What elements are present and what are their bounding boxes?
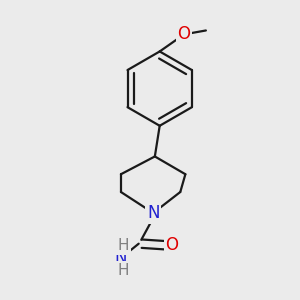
Text: H: H (118, 263, 129, 278)
Text: N: N (115, 249, 127, 267)
Text: N: N (147, 204, 160, 222)
Text: O: O (177, 25, 190, 43)
Text: O: O (166, 236, 178, 254)
Text: H: H (118, 238, 129, 253)
